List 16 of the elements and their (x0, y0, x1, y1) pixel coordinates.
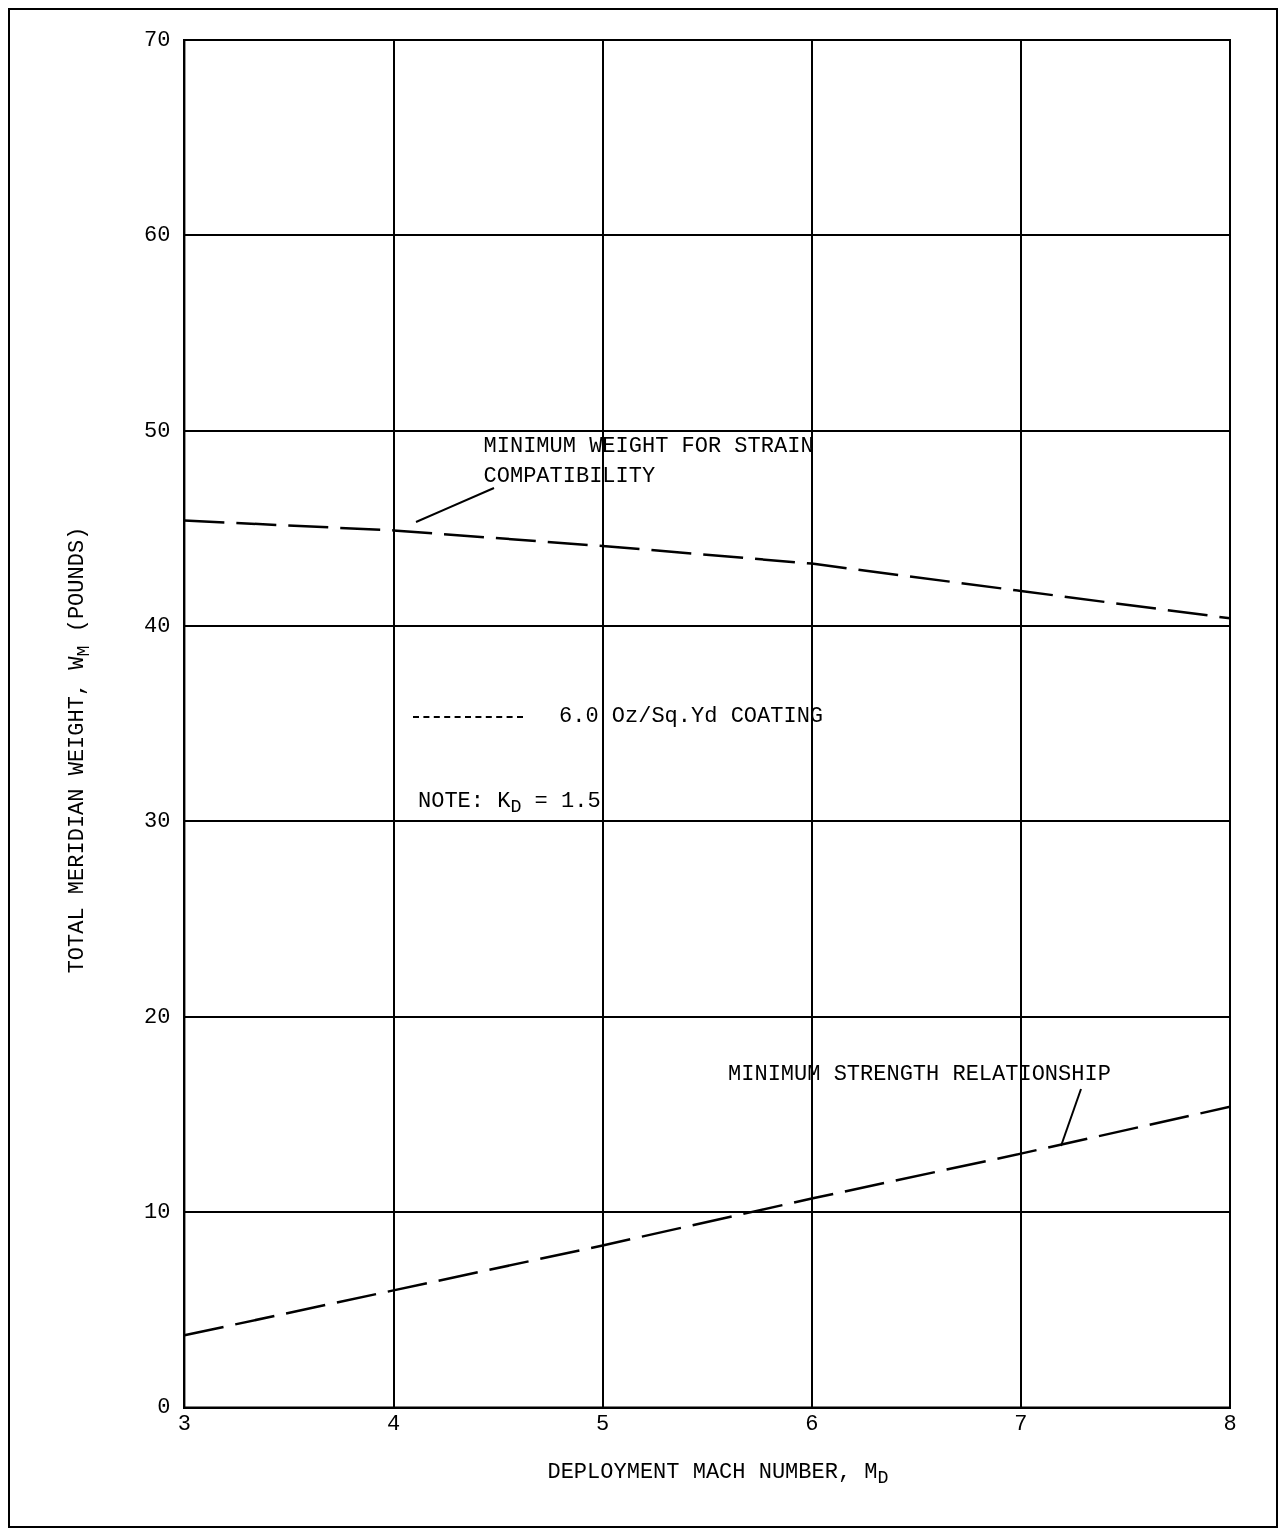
y-tick-label: 50 (144, 418, 171, 444)
x-tick-label: 4 (386, 1411, 401, 1437)
y-tick-label: 30 (144, 809, 171, 835)
y-tick-label: 10 (144, 1200, 171, 1226)
x-tick-label: 3 (177, 1411, 192, 1437)
y-tick-label: 0 (157, 1395, 171, 1421)
y-tick-label: 40 (144, 613, 171, 639)
x-tick-label: 8 (1223, 1411, 1237, 1437)
y-tick-label: 60 (144, 223, 171, 249)
y-tick-label: 20 (144, 1004, 171, 1030)
x-tick-label: 6 (805, 1411, 819, 1437)
annotation: NOTE: K$_{D}$ = 1.5 (418, 789, 601, 819)
x-tick-label: 7 (1014, 1411, 1028, 1437)
y-tick-label: 70 (144, 27, 171, 53)
x-axis-title: DEPLOYMENT MACH NUMBER, M$_{D}$ (546, 1460, 890, 1490)
x-tick-label: 5 (596, 1411, 610, 1437)
